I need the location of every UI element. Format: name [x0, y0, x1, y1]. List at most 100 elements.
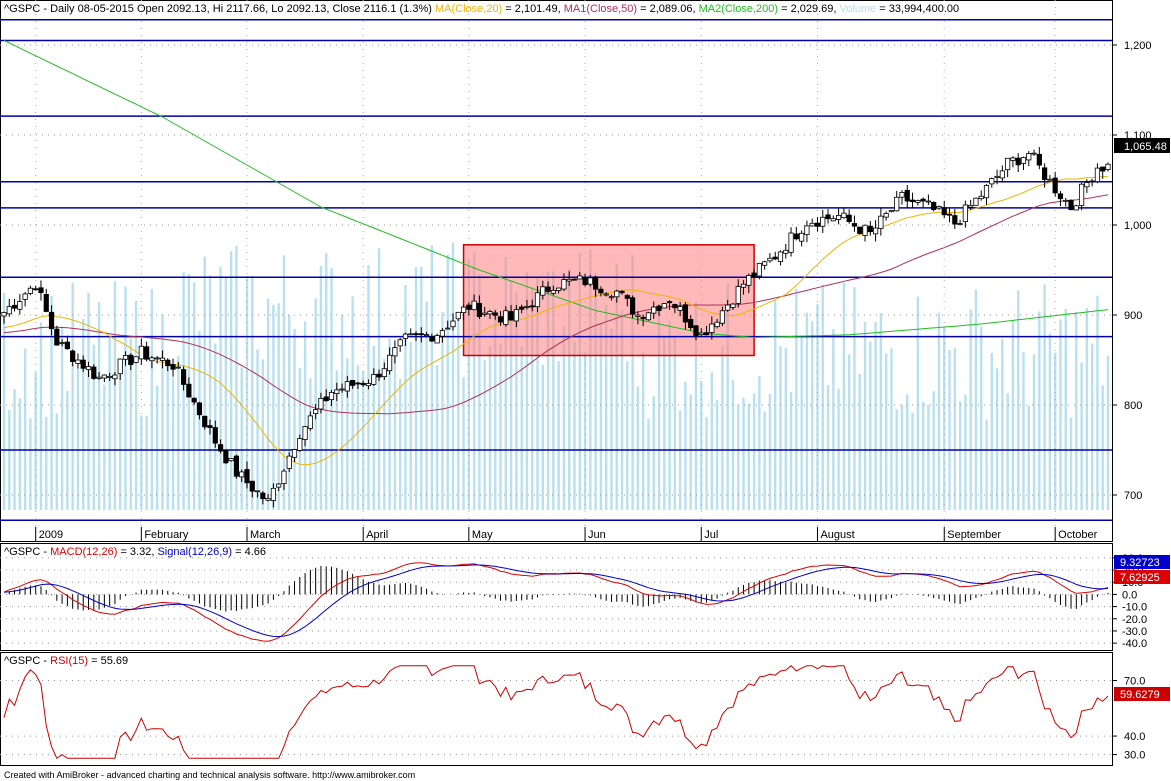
- candle-body: [836, 215, 842, 220]
- volume-bar: [958, 401, 962, 510]
- macd-line: [3, 562, 1109, 642]
- candle-body: [598, 288, 604, 294]
- candle-body: [677, 306, 683, 311]
- candle-body: [165, 359, 171, 367]
- last-signal-label: 9.32723: [1120, 557, 1160, 569]
- month-label: September: [947, 529, 1001, 541]
- candle-body: [587, 277, 593, 285]
- candle-body: [915, 200, 921, 203]
- candle-body: [286, 455, 292, 469]
- volume-bar: [1096, 295, 1099, 510]
- candle-body: [360, 382, 366, 386]
- volume-bar: [472, 252, 476, 510]
- volume-bar: [229, 251, 233, 510]
- candle-body: [629, 297, 636, 315]
- volume-bar: [478, 274, 481, 510]
- candle-body: [471, 300, 477, 311]
- candle-body: [460, 306, 467, 313]
- candle-body: [672, 304, 678, 309]
- candle-body: [450, 320, 456, 328]
- volume-bar: [615, 263, 618, 510]
- volume-bar: [309, 378, 312, 510]
- candle-body: [508, 311, 514, 321]
- volume-bar: [895, 409, 898, 510]
- volume-bar: [435, 365, 439, 510]
- footer-credit: Created with AmiBroker - advanced charti…: [4, 770, 415, 780]
- volume-bar: [863, 321, 867, 510]
- volume-bar: [171, 377, 175, 510]
- volume-bar: [737, 404, 740, 510]
- highlight-box: [462, 244, 755, 357]
- macd-tick-label: -20.0: [1122, 614, 1147, 626]
- volume-bar: [224, 276, 228, 510]
- month-label: March: [250, 529, 281, 541]
- volume-bar: [657, 304, 661, 510]
- candle-body: [1036, 153, 1042, 166]
- candle-body: [603, 293, 609, 296]
- macd-header: ^GSPC - MACD(12,26) = 3.32, Signal(12,26…: [4, 546, 266, 558]
- volume-bar: [161, 314, 164, 510]
- volume-bar: [145, 415, 148, 510]
- volume-bar: [256, 349, 259, 510]
- volume-bar: [87, 292, 90, 510]
- volume-bar: [1043, 284, 1046, 510]
- last-macd-label: 7.62925: [1120, 572, 1160, 584]
- candle-body: [48, 311, 55, 330]
- volume-bar: [208, 275, 212, 510]
- volume-bar: [150, 288, 154, 510]
- volume-label: Volume: [840, 3, 877, 15]
- candle-body: [846, 214, 852, 222]
- volume-bar: [610, 328, 613, 510]
- volume-bar: [451, 242, 455, 511]
- volume-bar: [361, 371, 365, 510]
- candle-body: [43, 294, 49, 312]
- volume-bar: [774, 300, 777, 510]
- candle-body: [545, 286, 551, 292]
- volume-bar: [319, 266, 323, 510]
- volume-bar: [911, 412, 914, 510]
- candle-body: [423, 334, 430, 337]
- ma200-line: [3, 40, 1109, 339]
- candle-body: [112, 374, 118, 380]
- volume-bar: [346, 358, 349, 510]
- volume-bar: [890, 348, 893, 510]
- candle-body: [635, 314, 641, 317]
- volume-bar: [261, 359, 265, 510]
- candle-body: [989, 178, 995, 185]
- volume-bar: [39, 322, 43, 510]
- signal-line: [3, 564, 1109, 638]
- candle-body: [33, 288, 39, 291]
- price-tick-label: 1,000: [1124, 220, 1152, 232]
- volume-bar: [525, 271, 529, 510]
- candle-body: [867, 225, 873, 233]
- candle-body: [904, 189, 910, 202]
- volume-bar: [578, 252, 581, 510]
- candle-body: [566, 278, 572, 282]
- candle-body: [1078, 183, 1085, 206]
- candle-body: [513, 309, 519, 322]
- volume-bar: [50, 295, 53, 510]
- volume-bar: [23, 348, 27, 510]
- candle-body: [762, 261, 768, 266]
- candle-body: [857, 226, 863, 234]
- candle-body: [1015, 157, 1021, 166]
- volume-bar: [847, 354, 851, 510]
- last-rsi-tag: 59.6279: [1114, 687, 1170, 701]
- candle-body: [228, 458, 234, 462]
- candle-body: [645, 312, 652, 321]
- volume-bar: [874, 322, 877, 510]
- candle-body: [804, 225, 810, 236]
- candle-body: [862, 224, 868, 236]
- candle-body: [180, 369, 187, 385]
- candle-body: [682, 304, 689, 323]
- candle-body: [756, 262, 762, 277]
- candle-body: [872, 227, 879, 235]
- volume-bar: [842, 282, 846, 510]
- candle-body: [529, 305, 535, 308]
- candle-body: [202, 415, 208, 428]
- candle-body: [709, 323, 715, 333]
- candle-body: [418, 333, 424, 336]
- candle-body: [640, 316, 646, 320]
- candle-body: [751, 272, 757, 277]
- candle-body: [154, 357, 160, 360]
